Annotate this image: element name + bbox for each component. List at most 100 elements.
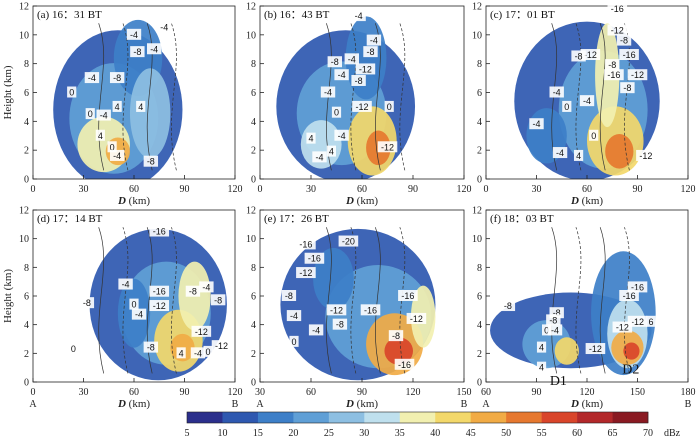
panel-a: (a) 16：31 BT 0 30 60 90 120 0 2 4 6 8 10 12 D (km) Hei…: [2, 2, 243, 208]
colorbar-tick-label: 65: [608, 428, 618, 439]
contour-label-bg: [281, 290, 297, 301]
contour-label-bg: [620, 82, 635, 94]
contour-label-bg: [398, 290, 418, 301]
contour-label-bg: [366, 34, 382, 46]
y-tick-label: 8: [24, 59, 29, 70]
contour-label: 0: [544, 325, 549, 335]
contour-label-bg: [126, 28, 142, 40]
colorbar-tick-label: 15: [253, 428, 263, 439]
contour-label: -16: [611, 4, 624, 14]
contour-label: -12: [195, 327, 208, 337]
y-tick-label: 0: [24, 378, 29, 389]
reflectivity-shading: [280, 227, 436, 381]
contour-label-bg: [306, 132, 316, 144]
colorbar-tick-label: 60: [572, 428, 582, 439]
contour-label: -12: [330, 305, 343, 315]
contour-label: -8: [392, 331, 400, 341]
contour-label: -8: [553, 308, 561, 318]
x-tick-label: 30: [255, 387, 265, 398]
contour-label: 0: [71, 344, 76, 354]
contour-line: [575, 227, 582, 374]
x-tick-label: 0: [258, 184, 263, 195]
y-tick-label: 8: [477, 59, 482, 70]
y-tick-label: 2: [251, 146, 256, 157]
contour-label: -4: [583, 96, 591, 106]
contour-label-bg: [612, 321, 633, 333]
y-tick-label: 10: [472, 234, 482, 245]
y-tick-label: 2: [477, 146, 482, 157]
contour-label: 4: [98, 131, 103, 141]
y-tick-label: 12: [19, 2, 29, 13]
contour-label-bg: [203, 345, 213, 357]
contour-line: [171, 23, 177, 171]
colorbar-swatch: [435, 412, 471, 423]
y-tick-label: 12: [19, 206, 29, 217]
contour-label-bg: [579, 95, 595, 107]
contour-label: -4: [556, 148, 564, 158]
contour-label: 4: [179, 348, 184, 358]
contour-label: -8: [83, 298, 91, 308]
contour-label-bg: [585, 343, 606, 355]
colorbar-tick-label: 35: [395, 428, 405, 439]
contour-label-bg: [344, 53, 359, 65]
contour-label: -16: [308, 254, 321, 264]
contour-label-bg: [157, 21, 172, 33]
contour-label-bg: [211, 340, 232, 352]
x-tick-label: 60: [306, 387, 316, 398]
contour-label-bg: [646, 315, 656, 327]
colorbar-swatch: [328, 412, 365, 423]
x-tick-label: 120: [406, 387, 421, 398]
contour-label-bg: [552, 147, 568, 159]
contour-label: -12: [381, 142, 394, 152]
y-tick-label: 8: [24, 263, 29, 274]
echo-region: [623, 342, 640, 360]
y-tick-label: 6: [24, 88, 29, 99]
contour-label: -8: [331, 57, 339, 67]
contour-label: -4: [202, 282, 210, 292]
y-tick-label: 6: [477, 88, 482, 99]
contour-label: -12: [589, 344, 602, 354]
contour-label: 0: [110, 142, 115, 152]
contour-label: -16: [607, 70, 620, 80]
y-tick-label: 12: [246, 206, 256, 217]
contour-label-bg: [406, 312, 427, 324]
contour-label: 0: [88, 109, 93, 119]
contour-line: [375, 227, 381, 374]
contour-label: -8: [608, 60, 616, 70]
contour-label: -4: [88, 73, 96, 83]
contour-label-bg: [304, 252, 325, 264]
contour-label-bg: [308, 324, 324, 336]
downdraft-marker: D2: [622, 362, 639, 377]
contour-label: -8: [623, 83, 631, 93]
contour-line: [122, 227, 129, 374]
contour-label-bg: [607, 24, 628, 36]
contour-line: [399, 227, 406, 374]
contour-label: 0: [131, 300, 136, 310]
x-axis-label: D (km): [570, 195, 603, 207]
contour-label: -4: [130, 30, 138, 40]
contour-label-bg: [394, 358, 415, 370]
contour-label: -16: [364, 305, 377, 315]
colorbar-tick-label: 55: [537, 428, 547, 439]
section-end-label: B: [685, 399, 692, 410]
contour-label-bg: [616, 34, 632, 46]
y-tick-label: 6: [251, 292, 256, 303]
colorbar-frame: [186, 411, 649, 424]
contour-label-bg: [331, 106, 342, 118]
x-axis-label: D (km): [345, 195, 378, 207]
contour-label-bg: [95, 129, 105, 141]
x-axis-label: D (km): [117, 195, 150, 207]
contour-label-bg: [332, 318, 348, 330]
contour-label-bg: [312, 151, 327, 163]
contour-label: -12: [359, 64, 372, 74]
contour-line: [98, 23, 105, 171]
x-tick-label: 90: [532, 387, 542, 398]
x-tick-label: 90: [180, 184, 190, 195]
contour-label: -4: [135, 310, 143, 320]
panel-title: (b) 16：43 BT: [264, 9, 330, 21]
contour-label-bg: [96, 109, 111, 121]
contour-label: -8: [336, 320, 344, 330]
colorbar-tick-label: 50: [501, 428, 511, 439]
x-tick-label: 90: [633, 184, 643, 195]
contour-label: -4: [113, 151, 121, 161]
